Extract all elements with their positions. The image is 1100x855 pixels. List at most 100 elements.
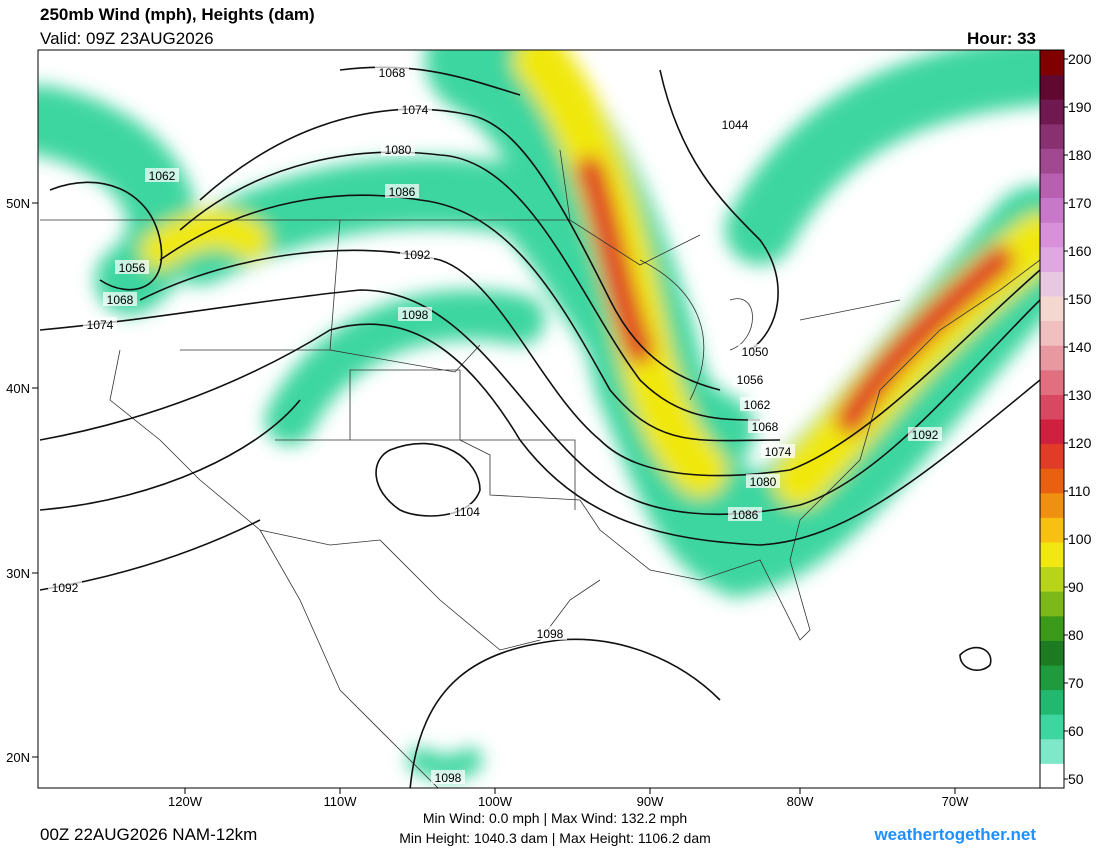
contour-label: 1080	[385, 143, 412, 157]
colorbar-swatch	[1040, 173, 1064, 199]
lon-label: 100W	[478, 794, 513, 809]
label-bg	[748, 419, 782, 433]
colorbar-label: 160	[1068, 243, 1092, 259]
colorbar-label: 200	[1068, 51, 1092, 67]
label-bg	[48, 580, 82, 594]
colorbar-label: 100	[1068, 531, 1092, 547]
valid-time: Valid: 09Z 23AUG2026	[40, 29, 214, 48]
label-bg	[375, 65, 409, 79]
label-bg	[738, 344, 772, 358]
lon-label: 110W	[324, 794, 358, 809]
contour-label: 1050	[742, 345, 769, 359]
label-bg	[733, 372, 767, 386]
label-bg	[718, 117, 752, 131]
model-run: 00Z 22AUG2026 NAM-12km	[40, 825, 257, 844]
colorbar-swatch	[1040, 714, 1064, 740]
contour-label: 1056	[119, 261, 146, 275]
label-bg	[908, 427, 942, 441]
colorbar-swatch	[1040, 246, 1064, 272]
colorbar-swatch	[1040, 566, 1064, 592]
colorbar-frame	[1039, 49, 1065, 789]
label-bg	[115, 260, 149, 274]
colorbar-label: 70	[1068, 675, 1084, 691]
site-link[interactable]: weathertogether.net	[873, 825, 1036, 844]
colorbar-swatch	[1040, 123, 1064, 149]
colorbar-swatch	[1040, 419, 1064, 445]
contour-label: 1104	[454, 505, 480, 519]
colorbar-swatch	[1040, 763, 1064, 789]
lon-label: 70W	[942, 794, 969, 809]
colorbar-label: 90	[1068, 579, 1084, 595]
label-bg	[728, 507, 762, 521]
colorbar-label: 80	[1068, 627, 1084, 643]
colorbar-swatch	[1040, 320, 1064, 346]
contour-label: 1080	[750, 475, 777, 489]
lat-label: 40N	[6, 381, 30, 396]
label-bg	[398, 307, 432, 321]
height-stats: Min Height: 1040.3 dam | Max Height: 110…	[399, 830, 711, 846]
label-bg	[450, 504, 484, 518]
contour-label: 1092	[52, 581, 79, 595]
colorbar-label: 110	[1068, 483, 1091, 499]
title: 250mb Wind (mph), Heights (dam)	[40, 5, 315, 24]
contour-label: 1068	[107, 293, 134, 307]
colorbar-label: 60	[1068, 723, 1084, 739]
map: 1068 1074 1080 1086 1092 1098 1104 1062 1056 1068…	[38, 50, 1040, 788]
forecast-hour: Hour: 33	[967, 29, 1036, 48]
colorbar-swatch	[1040, 640, 1064, 666]
colorbar-swatch	[1040, 443, 1064, 469]
colorbar-swatch	[1040, 369, 1064, 395]
contour-label: 1068	[379, 66, 406, 80]
label-bg	[145, 168, 179, 182]
colorbar-swatch	[1040, 222, 1064, 248]
colorbar-swatch	[1040, 738, 1064, 764]
colorbar-swatch	[1040, 492, 1064, 518]
label-bg	[103, 292, 137, 306]
label-bg	[398, 102, 432, 116]
colorbar-swatch	[1040, 517, 1064, 543]
colorbar-label: 170	[1068, 195, 1092, 211]
colorbar-swatch	[1040, 296, 1064, 322]
label-bg	[381, 142, 415, 156]
contour-label: 1086	[732, 508, 759, 522]
lon-label: 90W	[637, 794, 664, 809]
label-bg	[761, 444, 795, 458]
lat-label: 30N	[6, 566, 30, 581]
contour-label: 1056	[737, 373, 764, 387]
lon-label: 120W	[168, 794, 203, 809]
colorbar-label: 130	[1068, 387, 1092, 403]
colorbar-swatch	[1040, 689, 1064, 715]
colorbar-swatch	[1040, 345, 1064, 371]
lon-label: 80W	[787, 794, 814, 809]
colorbar-swatch	[1040, 271, 1064, 297]
label-bg	[431, 770, 465, 784]
colorbar-label: 140	[1068, 339, 1092, 355]
label-bg	[533, 626, 567, 640]
colorbar-swatch	[1040, 197, 1064, 223]
contour-label: 1092	[404, 248, 431, 262]
contour-label: 1044	[722, 118, 749, 132]
lat-label: 50N	[6, 196, 30, 211]
colorbar-swatch	[1040, 591, 1064, 617]
label-bg	[83, 317, 117, 331]
colorbar-swatch	[1040, 665, 1064, 691]
colorbar-label: 50	[1068, 771, 1084, 787]
colorbar-swatch	[1040, 50, 1064, 76]
wind-stats: Min Wind: 0.0 mph | Max Wind: 132.2 mph	[423, 810, 687, 826]
colorbar-swatch	[1040, 148, 1064, 174]
colorbar-swatch	[1040, 99, 1064, 125]
colorbar-swatch	[1040, 74, 1064, 100]
colorbar-swatch	[1040, 394, 1064, 420]
colorbar-label: 120	[1068, 435, 1092, 451]
contour-label: 1098	[402, 308, 429, 322]
colorbar-swatch	[1040, 615, 1064, 641]
label-bg	[746, 474, 780, 488]
label-bg	[740, 397, 774, 411]
label-bg	[400, 247, 434, 261]
colorbar-swatch	[1040, 542, 1064, 568]
contour-label: 1098	[435, 771, 462, 785]
contour-label: 1074	[765, 445, 792, 459]
contour-label: 1068	[752, 420, 779, 434]
contour-label: 1062	[149, 169, 176, 183]
